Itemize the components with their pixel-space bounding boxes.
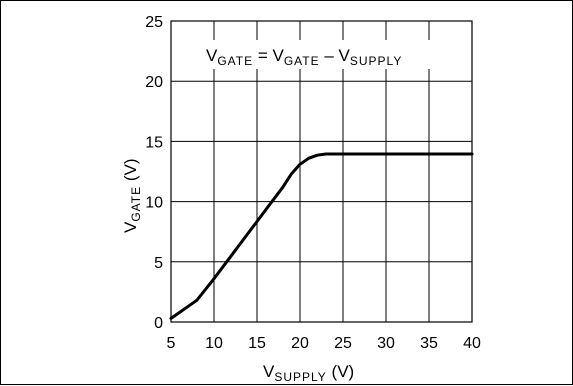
- y-tick-label: 15: [145, 134, 163, 151]
- annotation-background: [200, 40, 455, 69]
- annotation-formula: VGATE = VGATE – VSUPPLY: [206, 46, 402, 68]
- x-tick-label: 30: [377, 335, 395, 352]
- x-tick-label: 5: [167, 335, 176, 352]
- x-tick-label: 10: [205, 335, 223, 352]
- x-tick-label: 40: [463, 335, 481, 352]
- plot-area: [170, 20, 473, 323]
- x-tick-label: 15: [248, 335, 266, 352]
- x-axis-title: VSUPPLY (V): [263, 362, 354, 384]
- plot-border: [170, 20, 473, 323]
- x-tick-label: 25: [334, 335, 352, 352]
- y-tick-label: 10: [145, 195, 163, 212]
- y-axis-title: VGATE (V): [121, 158, 143, 233]
- x-axis-tick-labels: 5 10 15 20 25 30 35 40: [167, 335, 481, 352]
- y-tick-label: 0: [154, 315, 163, 332]
- x-tick-label: 20: [291, 335, 309, 352]
- y-axis-tick-labels: 0 5 10 15 20 25: [145, 14, 163, 332]
- x-tick-label: 35: [420, 335, 438, 352]
- series-line: [169, 152, 474, 320]
- y-tick-label: 20: [145, 74, 163, 91]
- y-tick-label: 5: [154, 255, 163, 272]
- series-group: [169, 152, 474, 320]
- y-tick-label: 25: [145, 14, 163, 31]
